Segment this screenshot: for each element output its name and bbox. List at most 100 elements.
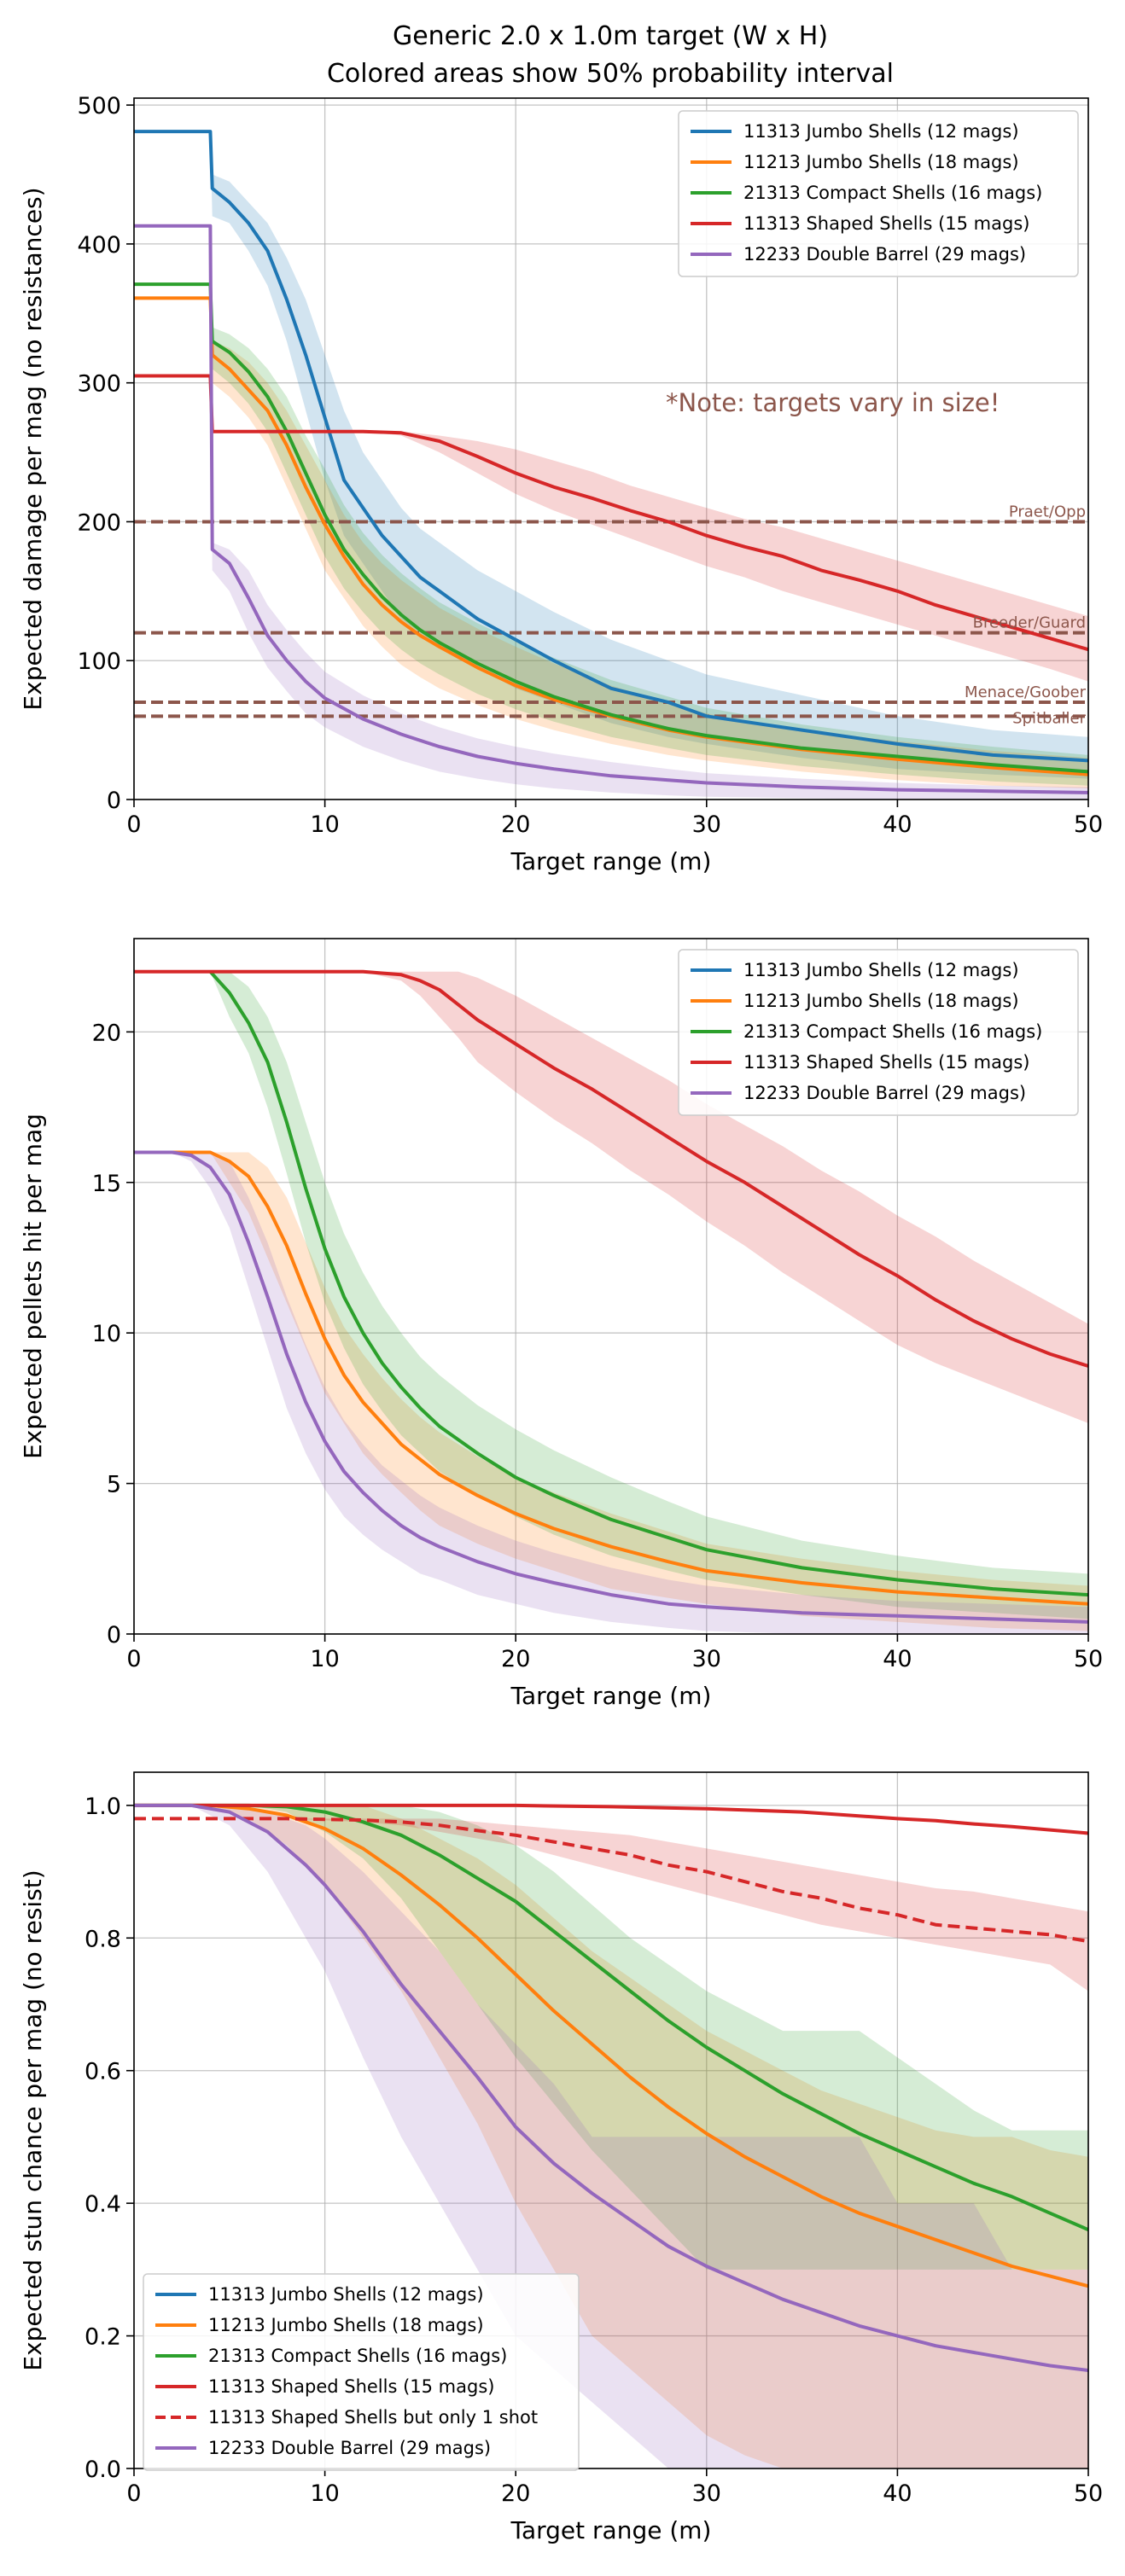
x-tick-label: 50 — [1074, 1646, 1103, 1672]
x-tick-label: 10 — [310, 811, 339, 838]
plot-area — [134, 1803, 1088, 2468]
legend-label: 11313 Shaped Shells (15 mags) — [743, 213, 1029, 234]
series-line-11313-shaped-shells-15-mags — [134, 1803, 1088, 1835]
legend: 11313 Jumbo Shells (12 mags) 11213 Jumbo … — [143, 2273, 580, 2471]
legend-label: 11213 Jumbo Shells (18 mags) — [743, 991, 1019, 1011]
hline-label: Praet/Opp — [1009, 503, 1086, 520]
y-tick-label: 100 — [77, 648, 121, 675]
x-tick-label: 0 — [126, 1646, 141, 1672]
x-axis-label: Target range (m) — [510, 1682, 712, 1710]
legend-label: 11313 Jumbo Shells (12 mags) — [743, 121, 1019, 142]
y-tick-label: 400 — [77, 232, 121, 259]
legend-label: 11313 Jumbo Shells (12 mags) — [743, 960, 1019, 980]
band-11213-jumbo-shells-18-mags — [134, 1805, 1088, 2468]
legend-label: 11313 Shaped Shells (15 mags) — [743, 1052, 1029, 1073]
plot-area — [134, 130, 1088, 800]
series-line-11313-shaped-shells-but-only-1-shot — [134, 1817, 1088, 1944]
figure-title-line2: Colored areas show 50% probability inter… — [327, 59, 894, 89]
figure-title-line1: Generic 2.0 x 1.0m target (W x H) — [393, 21, 828, 51]
x-tick-label: 50 — [1074, 2480, 1103, 2507]
y-axis-label: Expected stun chance per mag (no resist) — [19, 1869, 47, 2370]
y-tick-label: 0 — [107, 788, 121, 814]
series-line-11313-shaped-shells-15-mags — [134, 969, 1088, 1368]
y-tick-label: 10 — [92, 1321, 121, 1347]
x-tick-label: 20 — [501, 1646, 530, 1672]
legend-label: 21313 Compact Shells (16 mags) — [743, 183, 1042, 203]
y-axis-label: Expected pellets hit per mag — [19, 1114, 47, 1459]
y-tick-label: 0 — [107, 1622, 121, 1649]
x-tick-label: 20 — [501, 2480, 530, 2507]
chart-stun: 0 10 20 30 40 50 0.0 0.2 0.4 0.6 0.8 1.0 Target rang… — [19, 1771, 1103, 2544]
x-axis-label: Target range (m) — [510, 2516, 712, 2544]
series-line-21313-compact-shells-16-mags — [134, 282, 1088, 774]
series-line-11313-shaped-shells-15-mags — [134, 374, 1088, 652]
legend-label: 21313 Compact Shells (16 mags) — [743, 1021, 1042, 1042]
band-12233-double-barrel-29-mags — [134, 1152, 1088, 1634]
band-21313-compact-shells-16-mags — [134, 1805, 1088, 2270]
chart-damage: Praet/Opp Breeder/Guard Menace/Goober Spitb… — [19, 93, 1103, 875]
series-line-21313-compact-shells-16-mags — [134, 1803, 1088, 2232]
axes-frame — [133, 97, 1089, 800]
x-tick-label: 30 — [692, 811, 721, 838]
legend: 11313 Jumbo Shells (12 mags) 11213 Jumbo … — [678, 949, 1079, 1116]
x-tick-label: 30 — [692, 1646, 721, 1672]
legend-label: 11313 Shaped Shells but only 1 shot — [208, 2407, 538, 2428]
y-tick-label: 1.0 — [85, 1794, 121, 1820]
legend-box — [678, 110, 1079, 277]
annotation-note: *Note: targets vary in size! — [666, 388, 1000, 417]
axes-frame — [133, 1771, 1089, 2469]
series-line-12233-double-barrel-29-mags — [134, 1803, 1088, 2372]
band-11313-shaped-shells-15-mags — [134, 375, 1088, 682]
chart-pellets: 0 10 20 30 40 50 0 5 10 15 20 Target range (m) Expec… — [19, 938, 1103, 1710]
legend-box — [143, 2273, 580, 2471]
legend-box — [678, 949, 1079, 1116]
y-tick-label: 300 — [77, 371, 121, 398]
legend-label: 12233 Double Barrel (29 mags) — [208, 2438, 491, 2458]
y-tick-label: 0.8 — [85, 1926, 121, 1952]
x-tick-label: 40 — [883, 1646, 912, 1672]
series-line-21313-compact-shells-16-mags — [208, 970, 1088, 1597]
legend-label: 11213 Jumbo Shells (18 mags) — [743, 152, 1019, 172]
x-tick-label: 20 — [501, 811, 530, 838]
x-tick-label: 0 — [126, 2480, 141, 2507]
axes-frame — [133, 938, 1089, 1635]
y-tick-label: 20 — [92, 1020, 121, 1046]
x-tick-label: 50 — [1074, 811, 1103, 838]
x-tick-label: 10 — [310, 1646, 339, 1672]
plot-area — [134, 969, 1088, 1634]
y-tick-label: 0.4 — [85, 2191, 121, 2218]
y-tick-label: 5 — [107, 1472, 121, 1498]
legend-label: 11313 Shaped Shells (15 mags) — [208, 2376, 494, 2397]
y-tick-label: 15 — [92, 1171, 121, 1197]
band-11213-jumbo-shells-18-mags — [134, 1152, 1088, 1631]
x-tick-label: 10 — [310, 2480, 339, 2507]
band-21313-compact-shells-16-mags — [210, 971, 1088, 1619]
series-line-12233-double-barrel-29-mags — [134, 224, 1088, 794]
x-tick-label: 40 — [883, 811, 912, 838]
legend-label: 12233 Double Barrel (29 mags) — [743, 244, 1026, 265]
band-11313-shaped-shells-but-only-1-shot — [134, 1818, 1088, 1992]
hline-label: Menace/Goober — [965, 683, 1087, 701]
y-tick-label: 0.2 — [85, 2324, 121, 2351]
y-tick-label: 0.6 — [85, 2059, 121, 2085]
x-tick-label: 0 — [126, 811, 141, 838]
legend: 11313 Jumbo Shells (12 mags) 11213 Jumbo … — [678, 110, 1079, 277]
series-line-11213-jumbo-shells-18-mags — [134, 1803, 1088, 2288]
x-tick-label: 30 — [692, 2480, 721, 2507]
band-11313-shaped-shells-15-mags — [134, 971, 1088, 1423]
y-tick-label: 500 — [77, 93, 121, 119]
y-tick-label: 200 — [77, 509, 121, 536]
band-21313-compact-shells-16-mags — [134, 284, 1088, 786]
hline-label: Spitballer — [1012, 709, 1086, 727]
series-line-12233-double-barrel-29-mags — [134, 1150, 1088, 1624]
band-12233-double-barrel-29-mags — [134, 1805, 1088, 2468]
band-11313-jumbo-shells-12-mags — [134, 131, 1088, 779]
x-axis-label: Target range (m) — [510, 847, 712, 875]
x-tick-label: 40 — [883, 2480, 912, 2507]
legend-label: 11313 Jumbo Shells (12 mags) — [208, 2284, 484, 2305]
y-axis-label: Expected damage per mag (no resistances) — [19, 187, 47, 710]
series-line-11313-jumbo-shells-12-mags — [134, 130, 1088, 763]
y-tick-label: 0.0 — [85, 2457, 121, 2483]
